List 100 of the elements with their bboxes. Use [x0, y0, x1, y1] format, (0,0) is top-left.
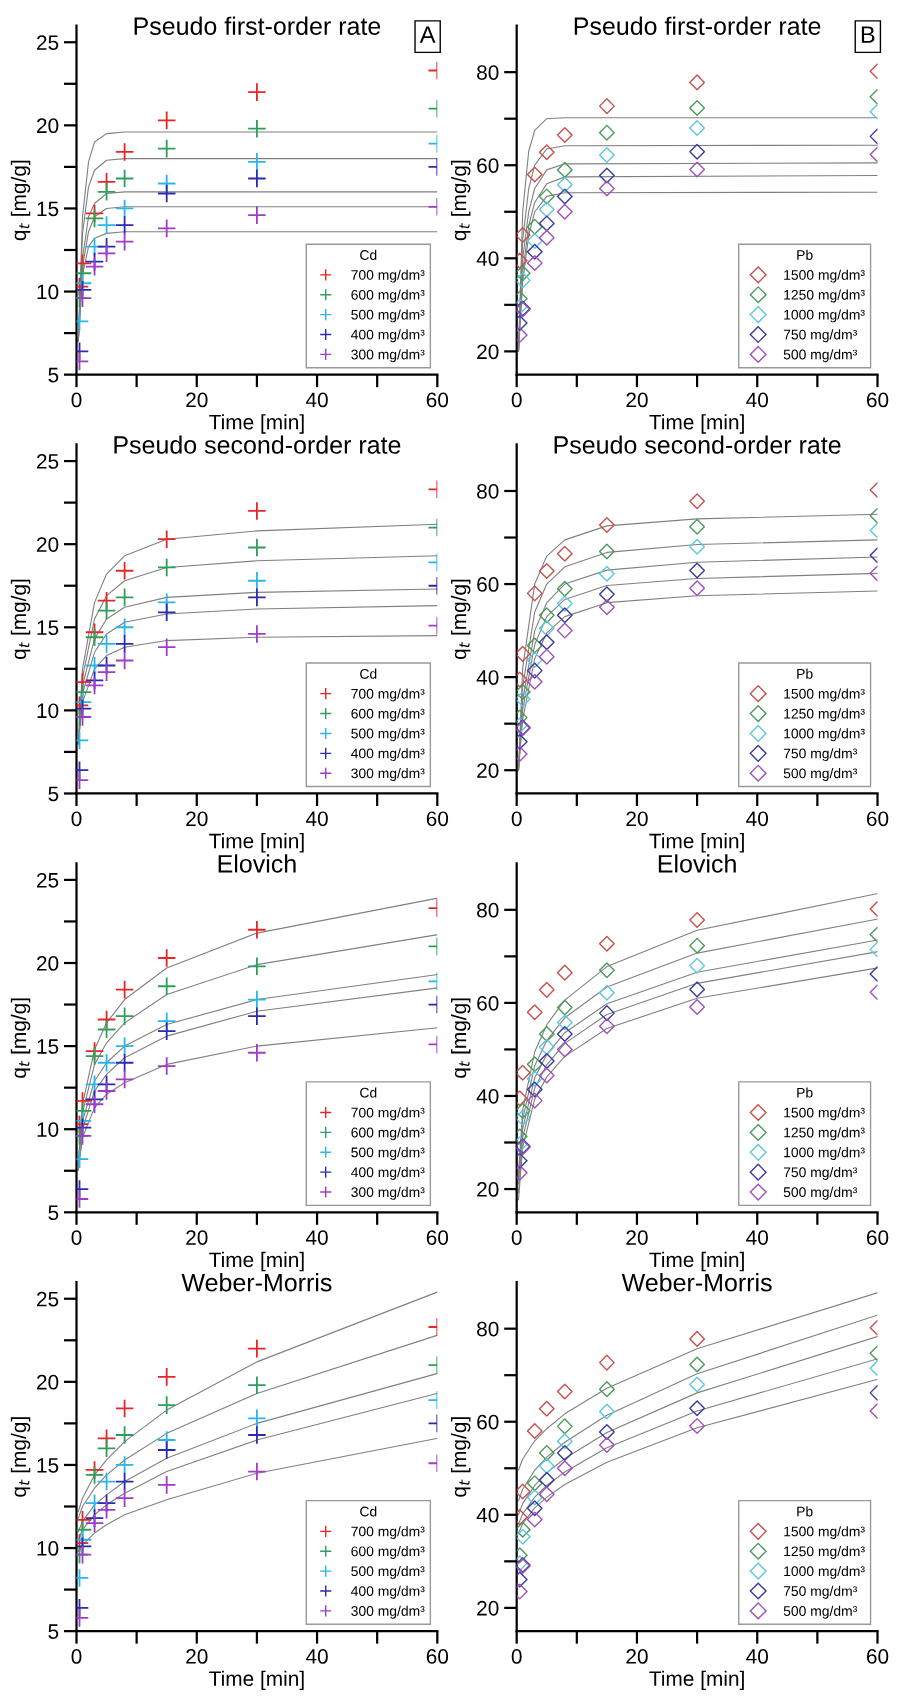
- x-tick-label: 60: [866, 392, 889, 408]
- x-tick-label: 40: [746, 1230, 768, 1245]
- legend-label: 500 mg/dm³: [783, 768, 858, 781]
- x-axis-title: Time [min]: [209, 1670, 304, 1691]
- y-tick-label: 40: [476, 1088, 499, 1104]
- x-tick-label: 40: [305, 1649, 328, 1664]
- x-tick-label: 0: [71, 1649, 82, 1664]
- y-tick-label: 10: [37, 703, 59, 719]
- x-tick-label: 0: [71, 811, 82, 827]
- legend-label: 300 mg/dm³: [351, 1186, 425, 1200]
- legend-title: Cd: [360, 1506, 377, 1517]
- x-tick-label: 0: [511, 1230, 522, 1245]
- x-tick-label: 20: [186, 392, 208, 408]
- x-tick-label: 0: [71, 1230, 82, 1245]
- legend-title: Pb: [797, 1506, 813, 1517]
- legend-title: Cd: [360, 249, 377, 260]
- x-tick-label: 40: [305, 811, 328, 827]
- x-tick-label: 60: [866, 1230, 889, 1245]
- y-tick-label: 60: [477, 577, 499, 592]
- legend-label: 500 mg/dm³: [351, 309, 425, 323]
- legend-label: 400 mg/dm³: [351, 748, 425, 762]
- x-tick-label: 20: [626, 811, 648, 827]
- y-tick-label: 80: [477, 1321, 499, 1337]
- chart-title: Pseudo first-order rate: [574, 16, 821, 35]
- y-axis-title: q$_{t}$ [mg/g]: [451, 1417, 471, 1497]
- x-tick-label: 20: [186, 1649, 208, 1664]
- y-axis-title: q$_{t}$ [mg/g]: [451, 579, 471, 660]
- x-axis-title: Time [min]: [649, 414, 744, 434]
- y-tick-label: 20: [477, 1600, 499, 1616]
- legend-title: Pb: [797, 668, 813, 679]
- y-tick-label: 20: [37, 956, 59, 971]
- x-axis-title: Time [min]: [209, 414, 304, 434]
- x-tick-label: 20: [626, 1649, 648, 1664]
- chart-title: Elovich: [658, 854, 736, 873]
- legend-label: 700 mg/dm³: [351, 1526, 425, 1540]
- y-tick-label: 15: [37, 1458, 59, 1473]
- x-tick-label: 20: [626, 1230, 648, 1245]
- x-tick-label: 40: [746, 811, 768, 827]
- legend-label: 600 mg/dm³: [351, 708, 425, 722]
- chart-title: Weber-Morris: [621, 1273, 772, 1292]
- legend-label: 700 mg/dm³: [351, 269, 425, 283]
- y-tick-label: 20: [37, 1374, 59, 1390]
- y-tick-label: 20: [477, 344, 499, 360]
- x-tick-label: 0: [71, 392, 82, 408]
- legend-label: 750 mg/dm³: [783, 1166, 858, 1180]
- legend-label: 400 mg/dm³: [351, 329, 425, 343]
- y-tick-label: 80: [477, 65, 499, 80]
- y-axis-title: q$_{t}$ [mg/g]: [451, 160, 471, 241]
- y-axis-title: q$_{t}$ [mg/g]: [10, 1417, 31, 1497]
- legend-label: 300 mg/dm³: [351, 349, 425, 363]
- chart-title: Pseudo second-order rate: [554, 435, 841, 454]
- x-axis-title: Time [min]: [649, 833, 744, 853]
- legend-label: 1000 mg/dm³: [784, 309, 865, 323]
- y-axis-title: q$_{t}$ [mg/g]: [451, 998, 471, 1078]
- legend-label: 700 mg/dm³: [351, 688, 425, 702]
- x-tick-label: 0: [511, 1649, 522, 1664]
- y-tick-label: 25: [37, 454, 59, 469]
- x-tick-label: 60: [866, 811, 889, 827]
- legend-label: 500 mg/dm³: [351, 728, 425, 742]
- y-tick-label: 60: [477, 995, 499, 1011]
- y-tick-label: 80: [477, 483, 499, 499]
- y-tick-label: 20: [477, 1182, 499, 1197]
- x-tick-label: 40: [305, 1230, 328, 1245]
- y-tick-label: 15: [37, 620, 59, 636]
- y-tick-label: 5: [48, 786, 59, 802]
- y-tick-label: 40: [476, 670, 499, 685]
- legend-label: 700 mg/dm³: [351, 1107, 425, 1121]
- annotation: B: [861, 26, 875, 43]
- chart-title: Pseudo first-order rate: [134, 16, 381, 35]
- x-tick-label: 60: [426, 811, 449, 827]
- y-tick-label: 80: [477, 902, 499, 918]
- y-tick-label: 15: [37, 201, 59, 217]
- legend-label: 1500 mg/dm³: [784, 1107, 865, 1121]
- x-axis-title: Time [min]: [649, 1670, 744, 1691]
- legend-label: 500 mg/dm³: [351, 1565, 425, 1579]
- legend-title: Cd: [360, 668, 377, 679]
- y-tick-label: 25: [37, 35, 59, 50]
- x-axis-title: Time [min]: [209, 833, 304, 853]
- legend-label: 400 mg/dm³: [351, 1585, 425, 1599]
- legend-label: 1250 mg/dm³: [784, 1546, 865, 1559]
- y-tick-label: 60: [477, 158, 499, 173]
- x-tick-label: 40: [305, 392, 328, 408]
- legend-label: 600 mg/dm³: [351, 1127, 425, 1141]
- chart-title: Weber-Morris: [181, 1273, 332, 1292]
- x-tick-label: 40: [746, 1649, 768, 1664]
- y-axis-title: q$_{t}$ [mg/g]: [10, 579, 31, 660]
- legend-label: 300 mg/dm³: [351, 1605, 425, 1619]
- y-tick-label: 5: [48, 1624, 59, 1639]
- legend-title: Cd: [360, 1087, 377, 1098]
- x-tick-label: 60: [426, 1649, 449, 1664]
- x-tick-label: 20: [186, 811, 208, 827]
- legend-label: 500 mg/dm³: [783, 1186, 858, 1200]
- legend-label: 750 mg/dm³: [783, 329, 858, 343]
- y-axis-title: q$_{t}$ [mg/g]: [10, 998, 31, 1078]
- x-tick-label: 0: [511, 811, 522, 827]
- legend-label: 1500 mg/dm³: [784, 1526, 865, 1540]
- x-tick-label: 20: [186, 1230, 208, 1245]
- legend-label: 1500 mg/dm³: [784, 269, 865, 283]
- y-tick-label: 10: [37, 1541, 59, 1556]
- legend-label: 600 mg/dm³: [351, 289, 425, 303]
